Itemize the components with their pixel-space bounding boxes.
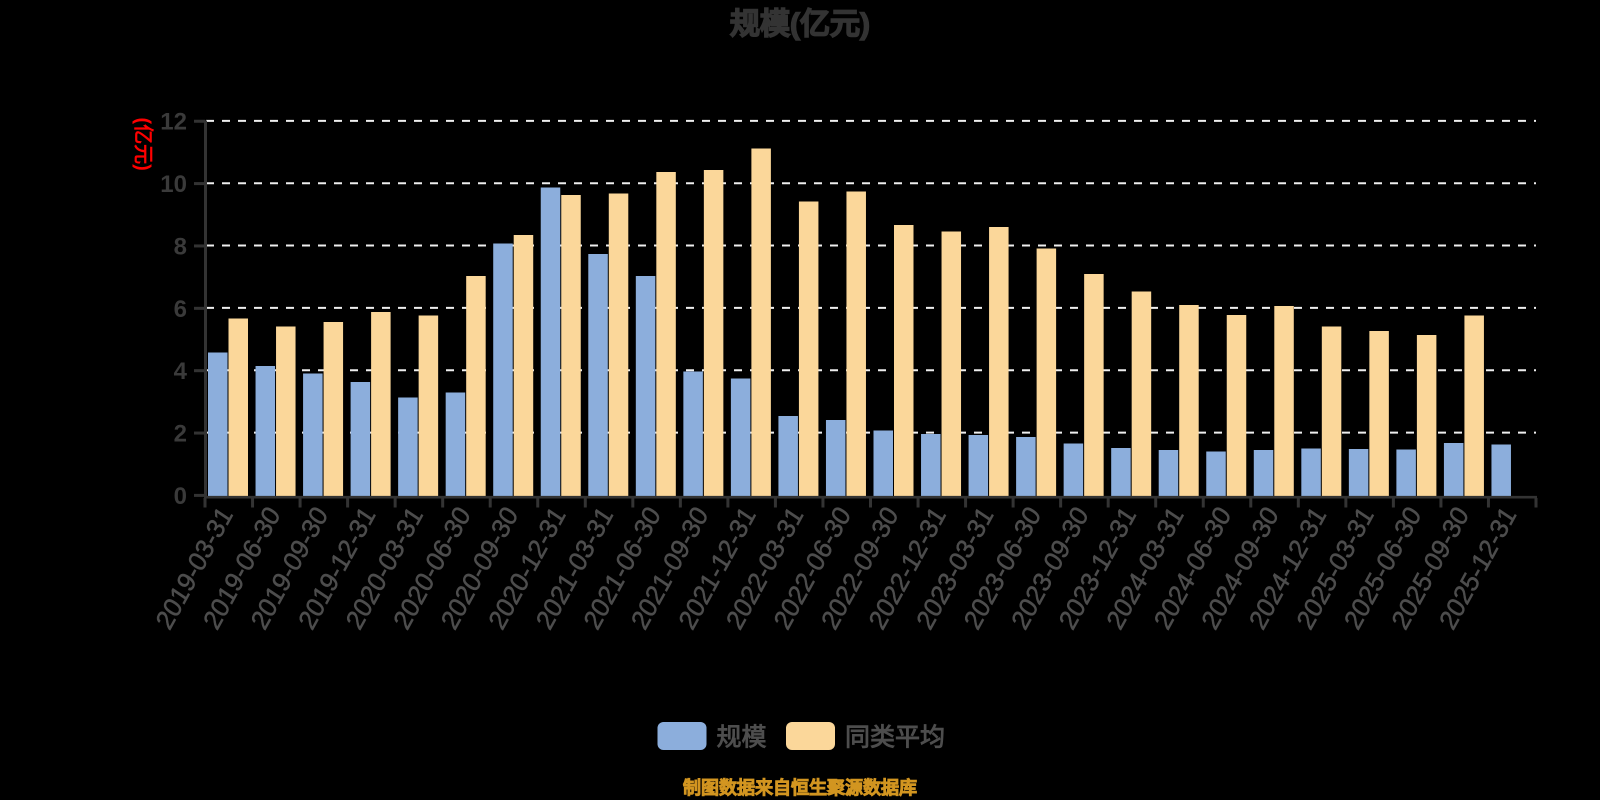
svg-text:规模(亿元): 规模(亿元)	[730, 8, 870, 41]
svg-text:(亿元): (亿元)	[132, 118, 156, 171]
svg-text:2: 2	[174, 421, 187, 448]
svg-text:规模: 规模	[717, 723, 768, 752]
svg-text:0: 0	[174, 483, 187, 510]
svg-text:8: 8	[174, 233, 187, 260]
svg-text:10: 10	[160, 171, 187, 198]
svg-text:12: 12	[160, 109, 187, 136]
svg-text:6: 6	[174, 296, 187, 323]
svg-text:制图数据来自恒生聚源数据库: 制图数据来自恒生聚源数据库	[683, 777, 917, 798]
svg-text:4: 4	[174, 358, 188, 385]
svg-text:同类平均: 同类平均	[845, 724, 945, 752]
